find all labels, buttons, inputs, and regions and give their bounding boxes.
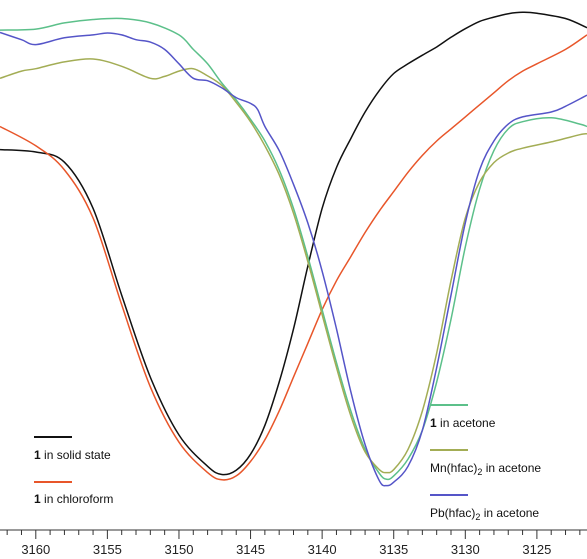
x-tick-label: 3130 [451, 542, 480, 557]
series-line-mn [0, 58, 587, 474]
legend-label-acetone: 1 in acetone [430, 416, 496, 430]
legend-label-pb: Pb(hfac)2 in acetone [430, 506, 539, 522]
legend: 1 in solid state 1 in chloroform 1 in acet… [34, 404, 541, 522]
x-tick-label: 3145 [236, 542, 265, 557]
x-tick-label: 3135 [379, 542, 408, 557]
x-axis: 3160 3155 3150 3145 3140 3135 3130 3125 [0, 529, 587, 557]
x-tick-label: 3140 [308, 542, 337, 557]
series-line-solid [0, 11, 587, 476]
x-tick-label: 3150 [165, 542, 194, 557]
series-line-acetone [0, 17, 587, 481]
legend-label-mn: Mn(hfac)2 in acetone [430, 461, 541, 477]
x-tick-label: 3155 [93, 542, 122, 557]
series-line-pb [0, 31, 587, 487]
x-tick-label: 3125 [522, 542, 551, 557]
series-layer [0, 11, 587, 487]
legend-label-solid: 1 in solid state [34, 448, 111, 462]
x-tick-label: 3160 [21, 542, 50, 557]
legend-label-chloroform: 1 in chloroform [34, 492, 113, 506]
series-line-chloroform [0, 34, 587, 481]
